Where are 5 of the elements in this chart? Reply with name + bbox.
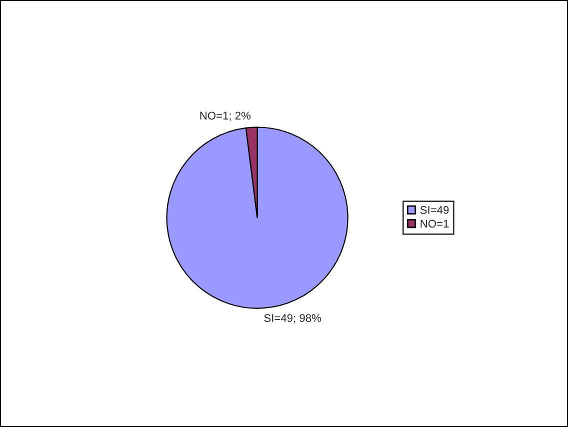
data-label: NO=1; 2% <box>200 112 251 121</box>
legend-label: NO=1 <box>420 220 449 228</box>
pie-slice <box>166 126 348 309</box>
data-label: SI=49; 98% <box>264 314 322 324</box>
legend-label: SI=49 <box>420 206 449 214</box>
